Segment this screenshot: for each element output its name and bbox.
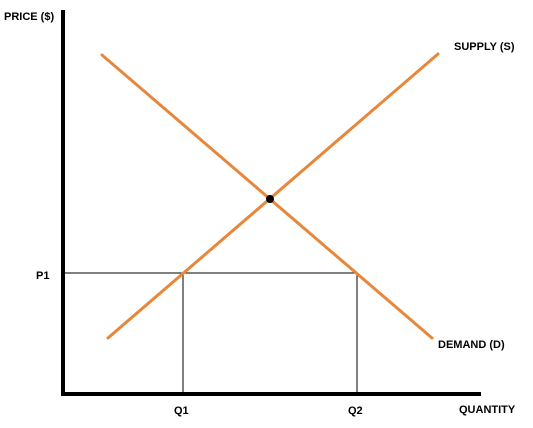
price-p1-label: P1 bbox=[36, 270, 49, 282]
quantity-q1-label: Q1 bbox=[174, 405, 189, 417]
supply-curve bbox=[106, 52, 440, 340]
supply-curve-label: SUPPLY (S) bbox=[454, 41, 515, 53]
y-axis-label: PRICE ($) bbox=[4, 11, 54, 23]
demand-curve-label: DEMAND (D) bbox=[438, 339, 505, 351]
quantity-q2-label: Q2 bbox=[348, 405, 363, 417]
x-axis-label: QUANTITY bbox=[459, 404, 516, 416]
equilibrium-point bbox=[266, 195, 274, 203]
